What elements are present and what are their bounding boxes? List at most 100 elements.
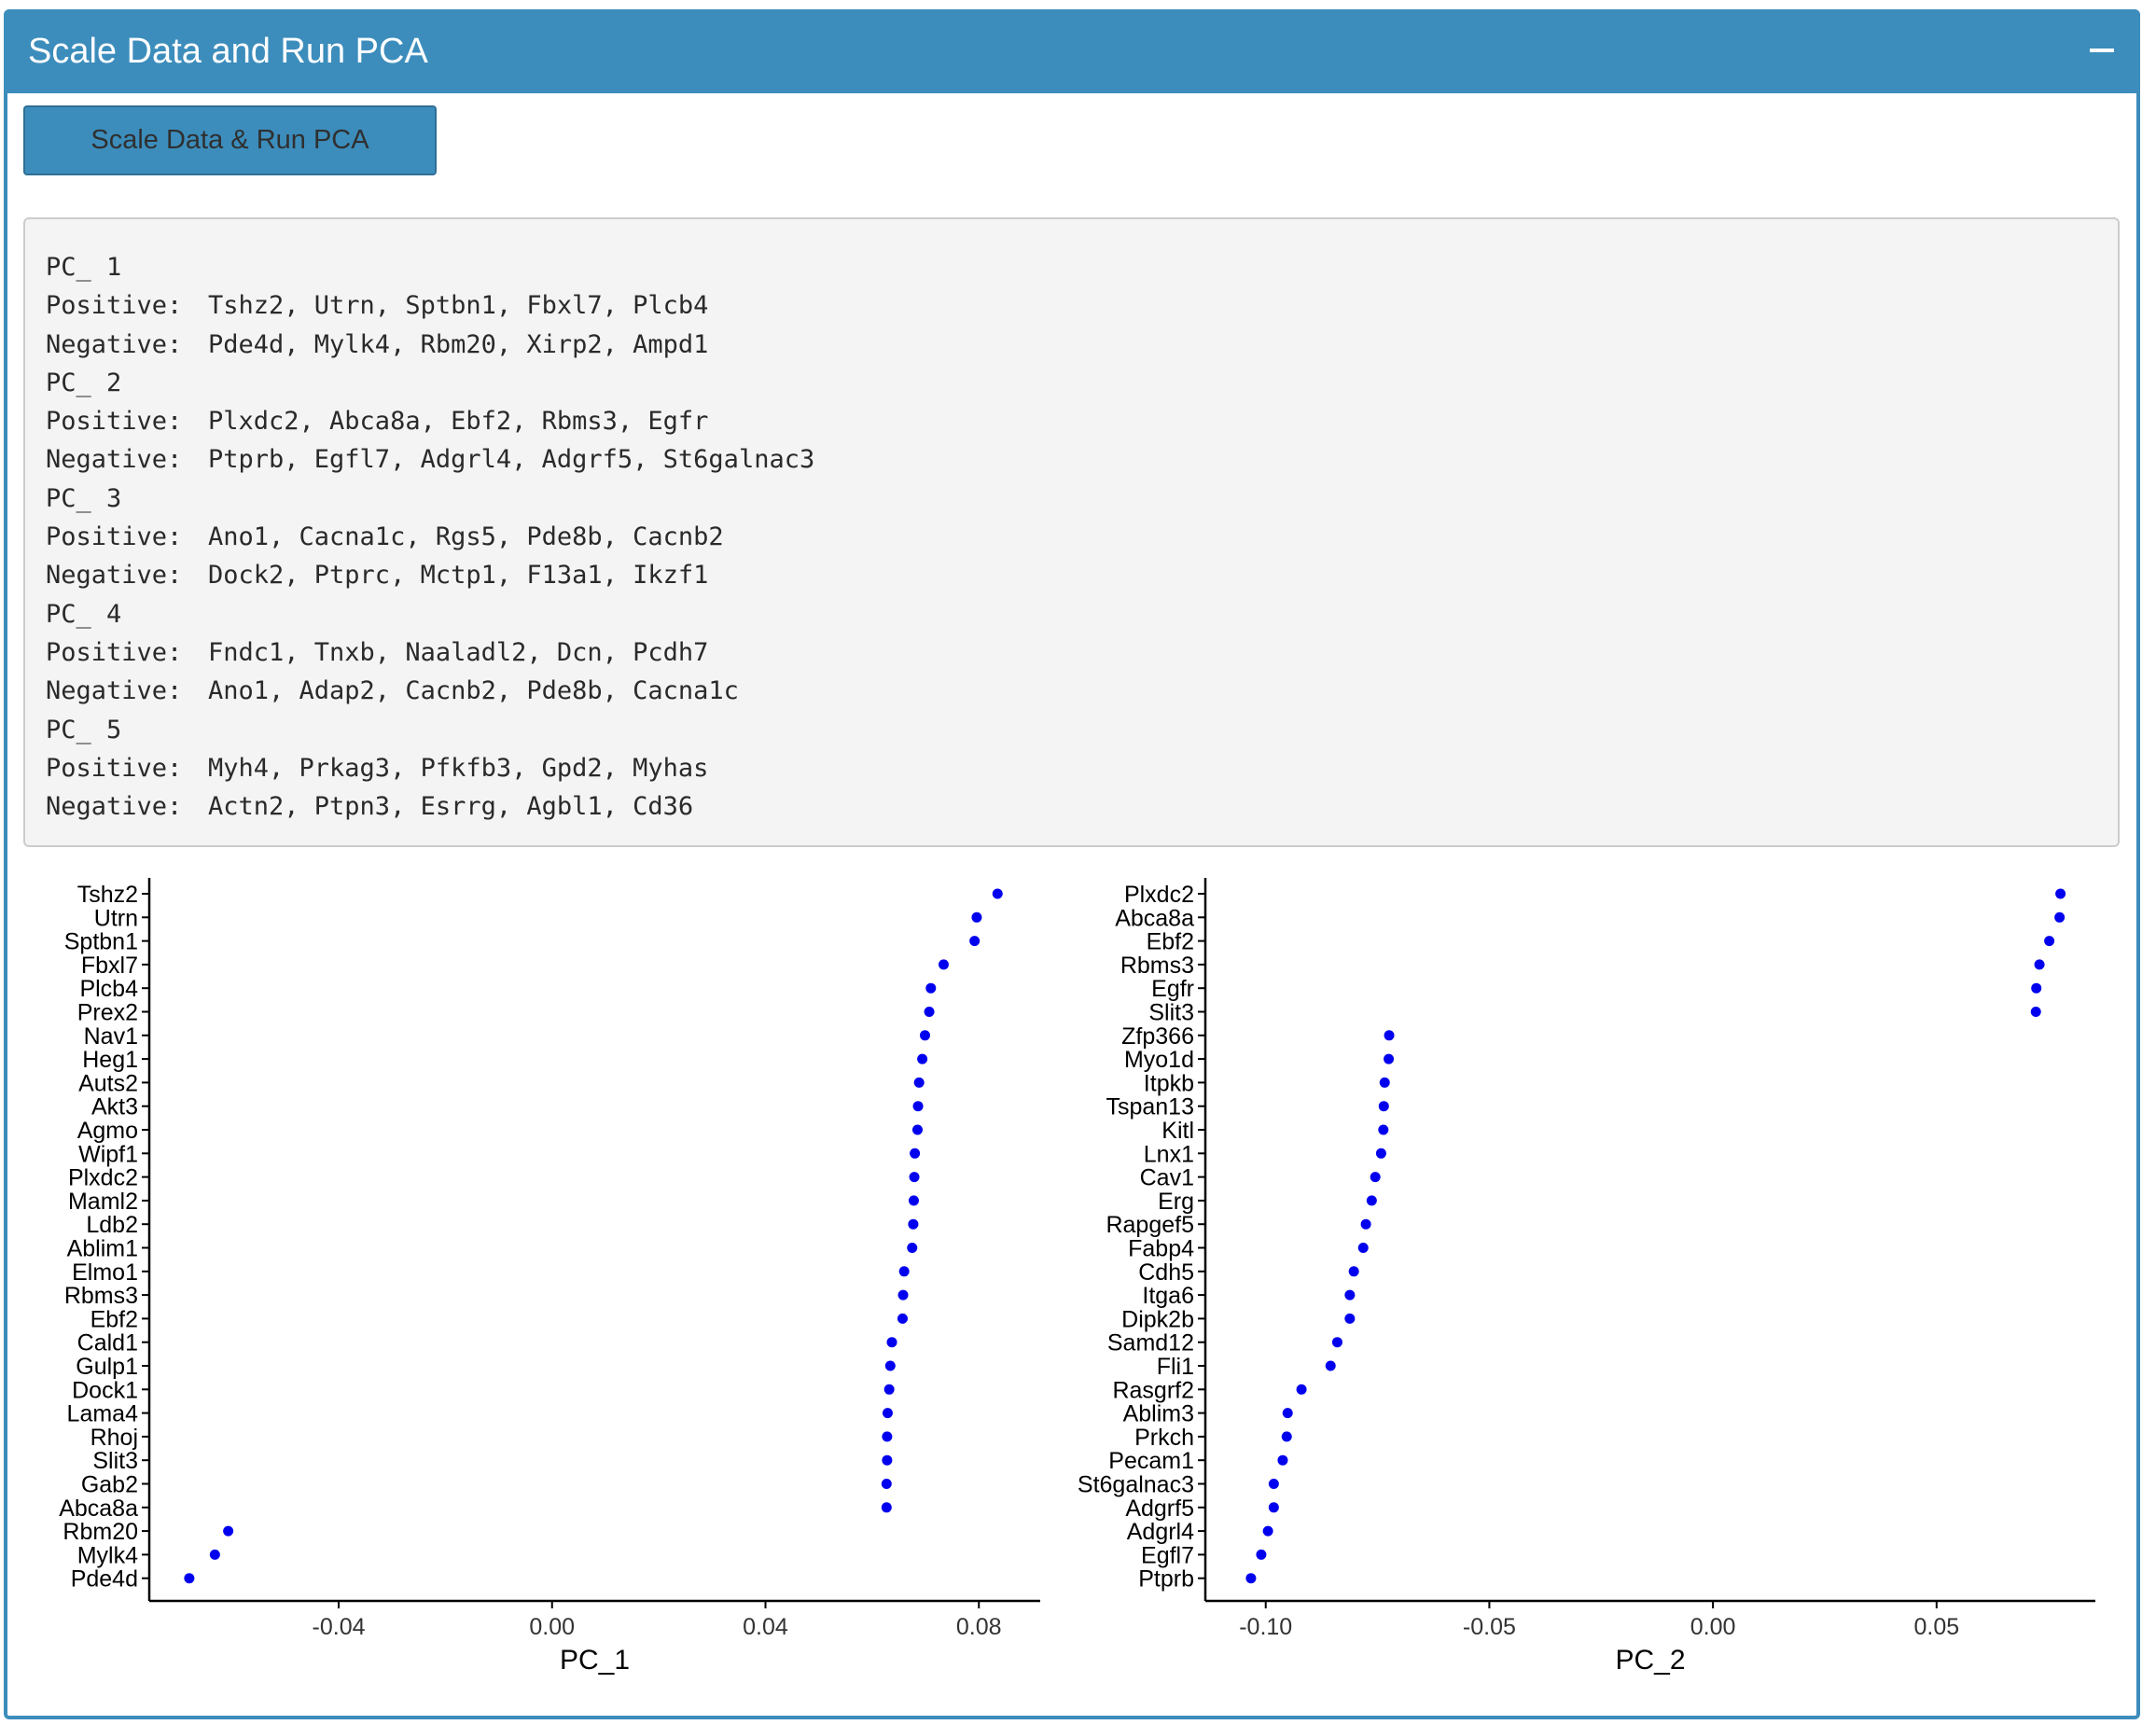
- data-point: [1378, 1101, 1389, 1112]
- y-tick-label: Plxdc2: [1124, 882, 1194, 908]
- pc-heading: PC_ 5: [46, 711, 2118, 749]
- y-tick-label: Cdh5: [1138, 1259, 1194, 1286]
- data-point: [882, 1408, 893, 1419]
- pc-label: PC_ 3: [46, 483, 122, 513]
- data-point: [883, 1384, 895, 1395]
- positive-genes: Ano1, Cacna1c, Rgs5, Pde8b, Cacnb2: [208, 522, 724, 552]
- x-tick-label: 0.00: [529, 1614, 575, 1640]
- data-point: [2044, 936, 2055, 947]
- minus-icon[interactable]: [2090, 49, 2114, 52]
- data-point: [938, 959, 949, 970]
- y-tick-label: Ldb2: [86, 1212, 138, 1238]
- data-point: [898, 1266, 910, 1277]
- negative-line: Negative: Ano1, Adap2, Cacnb2, Pde8b, Cac…: [46, 672, 2118, 710]
- data-point: [2031, 982, 2042, 994]
- panel-header: Scale Data and Run PCA: [4, 9, 2140, 93]
- data-point: [2054, 911, 2066, 923]
- pc-label: PC_ 1: [46, 253, 122, 282]
- positive-label: Positive:: [46, 291, 183, 321]
- x-axis-title: PC_2: [1615, 1645, 1685, 1676]
- data-point: [910, 1148, 921, 1159]
- data-point: [925, 982, 937, 994]
- data-point: [1281, 1431, 1292, 1442]
- pc-label: PC_ 4: [46, 599, 122, 629]
- data-point: [897, 1313, 908, 1324]
- pc-label: PC_ 5: [46, 715, 122, 744]
- y-tick-label: Pde4d: [71, 1566, 138, 1593]
- data-point: [908, 1195, 919, 1206]
- scale-data-run-pca-button[interactable]: Scale Data & Run PCA: [23, 105, 437, 175]
- data-point: [1384, 1053, 1395, 1064]
- data-point: [881, 1502, 892, 1513]
- pc-heading: PC_ 2: [46, 364, 2118, 402]
- y-tick-label: Wipf1: [78, 1141, 138, 1167]
- data-point: [909, 1172, 920, 1183]
- y-tick-label: Rasgrf2: [1112, 1377, 1194, 1403]
- data-point: [1384, 1030, 1395, 1041]
- y-tick-label: Prex2: [77, 1000, 138, 1026]
- y-tick-label: Ablim3: [1123, 1401, 1194, 1427]
- data-point: [1344, 1289, 1356, 1301]
- data-point: [184, 1573, 195, 1584]
- y-tick-label: Cav1: [1140, 1165, 1194, 1191]
- data-point: [1282, 1408, 1293, 1419]
- negative-genes: Ptprb, Egfl7, Adgrl4, Adgrf5, St6galnac3: [208, 445, 815, 475]
- data-point: [881, 1479, 892, 1489]
- y-tick-label: Heg1: [82, 1047, 138, 1073]
- data-point: [1245, 1573, 1257, 1584]
- data-point: [1325, 1360, 1336, 1371]
- y-tick-label: Erg: [1158, 1189, 1194, 1215]
- data-point: [1370, 1172, 1381, 1183]
- y-tick-label: Akt3: [91, 1094, 138, 1120]
- negative-label: Negative:: [46, 561, 183, 591]
- y-tick-label: Plxdc2: [68, 1165, 138, 1191]
- data-point: [897, 1289, 909, 1301]
- data-point: [1256, 1549, 1267, 1560]
- y-tick-label: Itpkb: [1144, 1070, 1194, 1096]
- data-point: [1357, 1243, 1369, 1253]
- y-tick-label: Itga6: [1142, 1283, 1194, 1309]
- data-point: [882, 1454, 893, 1466]
- y-tick-label: Rbm20: [63, 1519, 138, 1545]
- y-tick-label: Elmo1: [72, 1259, 138, 1286]
- negative-label: Negative:: [46, 329, 183, 359]
- negative-line: Negative: Ptprb, Egfl7, Adgrl4, Adgrf5, S…: [46, 440, 2118, 479]
- negative-line: Negative: Actn2, Ptpn3, Esrrg, Agbl1, Cd3…: [46, 787, 2118, 826]
- data-point: [919, 1030, 930, 1041]
- y-tick-label: Lnx1: [1144, 1141, 1194, 1167]
- y-tick-label: Rhoj: [90, 1425, 138, 1451]
- data-point: [1277, 1454, 1288, 1466]
- y-tick-label: Auts2: [78, 1070, 138, 1096]
- negative-genes: Pde4d, Mylk4, Rbm20, Xirp2, Ampd1: [208, 329, 709, 359]
- data-point: [1268, 1479, 1279, 1489]
- y-tick-label: Samd12: [1107, 1330, 1194, 1356]
- y-tick-label: Tspan13: [1106, 1094, 1194, 1120]
- x-tick-label: -0.10: [1239, 1614, 1292, 1640]
- data-point: [1296, 1384, 1307, 1395]
- panel-title: Scale Data and Run PCA: [28, 32, 428, 71]
- y-tick-label: Agmo: [77, 1118, 138, 1144]
- y-tick-label: Fabp4: [1128, 1236, 1194, 1262]
- data-point: [913, 1077, 925, 1088]
- y-tick-label: Sptbn1: [64, 929, 138, 955]
- data-point: [907, 1243, 918, 1253]
- data-point: [992, 888, 1003, 899]
- data-point: [1375, 1148, 1386, 1159]
- negative-label: Negative:: [46, 445, 183, 475]
- x-tick-label: 0.05: [1913, 1614, 1959, 1640]
- y-tick-label: Abca8a: [59, 1495, 138, 1522]
- pc-heading: PC_ 4: [46, 595, 2118, 633]
- data-point: [2030, 1007, 2041, 1017]
- negative-genes: Actn2, Ptpn3, Esrrg, Agbl1, Cd36: [208, 792, 694, 822]
- data-point: [223, 1525, 234, 1537]
- data-point: [1379, 1077, 1390, 1088]
- positive-line: Positive: Plxdc2, Abca8a, Ebf2, Rbms3, Eg…: [46, 402, 2118, 440]
- positive-label: Positive:: [46, 637, 183, 667]
- y-tick-label: Plcb4: [79, 976, 138, 1002]
- y-tick-label: Dipk2b: [1121, 1306, 1194, 1332]
- data-point: [912, 1101, 924, 1112]
- positive-line: Positive: Ano1, Cacna1c, Rgs5, Pde8b, Cac…: [46, 518, 2118, 556]
- y-tick-label: Utrn: [94, 905, 138, 931]
- data-point: [884, 1360, 896, 1371]
- y-tick-label: Gulp1: [76, 1354, 138, 1380]
